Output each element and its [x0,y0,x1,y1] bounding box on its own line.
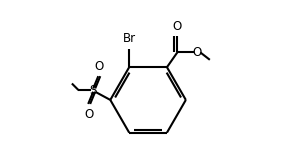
Text: S: S [90,84,97,97]
Text: Br: Br [123,32,136,45]
Text: O: O [95,60,104,73]
Text: O: O [84,108,94,121]
Text: O: O [192,46,202,59]
Text: O: O [173,20,182,33]
